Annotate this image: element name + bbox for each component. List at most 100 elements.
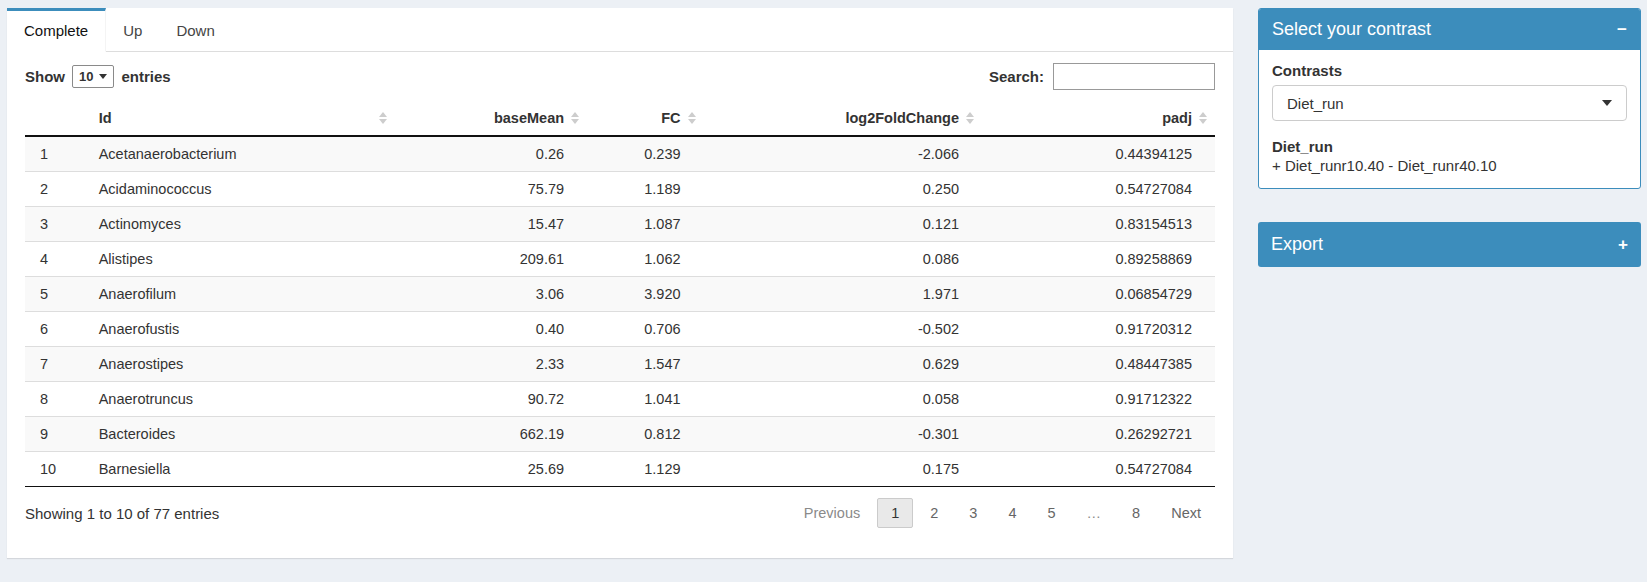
pagination: Previous12345…8Next <box>787 498 1215 528</box>
basemean-cell: 25.69 <box>395 452 587 487</box>
tab-bar: CompleteUpDown <box>7 8 1233 52</box>
basemean-cell: 2.33 <box>395 347 587 382</box>
padj-cell: 0.44394125 <box>982 136 1215 172</box>
export-panel: Export + <box>1258 222 1641 267</box>
column-header-FC[interactable]: FC <box>587 102 703 136</box>
log2foldchange-cell: -2.066 <box>704 136 983 172</box>
log2foldchange-cell: 1.971 <box>704 277 983 312</box>
table-row: 7Anaerostipes2.331.5470.6290.48447385 <box>25 347 1215 382</box>
pagination-button-5[interactable]: 5 <box>1034 498 1070 528</box>
table-row: 1Acetanaerobacterium0.260.239-2.0660.443… <box>25 136 1215 172</box>
contrast-panel-body: Contrasts Diet_run Diet_run + Diet_runr1… <box>1259 50 1640 188</box>
fc-cell: 0.706 <box>587 312 703 347</box>
basemean-cell: 3.06 <box>395 277 587 312</box>
log2foldchange-cell: 0.058 <box>704 382 983 417</box>
select-caret-icon <box>1602 100 1612 106</box>
fc-cell: 0.239 <box>587 136 703 172</box>
row-index-cell: 5 <box>25 277 81 312</box>
padj-cell: 0.89258869 <box>982 242 1215 277</box>
pagination-button-4[interactable]: 4 <box>994 498 1030 528</box>
table-row: 9Bacteroides662.190.812-0.3010.26292721 <box>25 417 1215 452</box>
basemean-cell: 15.47 <box>395 207 587 242</box>
row-index-cell: 2 <box>25 172 81 207</box>
padj-cell: 0.48447385 <box>982 347 1215 382</box>
table-footer: Showing 1 to 10 of 77 entries Previous12… <box>25 487 1215 538</box>
basemean-cell: 75.79 <box>395 172 587 207</box>
column-header-baseMean[interactable]: baseMean <box>395 102 587 136</box>
id-cell: Acetanaerobacterium <box>81 136 395 172</box>
table-row: 2Acidaminococcus75.791.1890.2500.5472708… <box>25 172 1215 207</box>
table-controls: Show 10 entries Search: <box>25 63 1215 90</box>
column-header-log2FoldChange[interactable]: log2FoldChange <box>704 102 983 136</box>
log2foldchange-cell: -0.301 <box>704 417 983 452</box>
padj-cell: 0.54727084 <box>982 452 1215 487</box>
contrasts-select[interactable]: Diet_run <box>1272 85 1627 121</box>
id-cell: Bacteroides <box>81 417 395 452</box>
padj-cell: 0.91712322 <box>982 382 1215 417</box>
length-select[interactable]: 10 <box>72 65 114 88</box>
id-cell: Barnesiella <box>81 452 395 487</box>
search-label: Search: <box>989 68 1044 85</box>
fc-cell: 3.920 <box>587 277 703 312</box>
fc-cell: 1.189 <box>587 172 703 207</box>
column-header-padj[interactable]: padj <box>982 102 1215 136</box>
pagination-button-next[interactable]: Next <box>1157 498 1215 528</box>
contrasts-select-value: Diet_run <box>1287 95 1344 112</box>
table-row: 5Anaerofilum3.063.9201.9710.06854729 <box>25 277 1215 312</box>
search-control: Search: <box>989 63 1215 90</box>
basemean-cell: 90.72 <box>395 382 587 417</box>
id-cell: Anaerofustis <box>81 312 395 347</box>
sort-icon <box>571 112 579 124</box>
column-header-Id[interactable]: Id <box>81 102 395 136</box>
results-table: Id baseMean FClog2FoldChange padj 1Acetanae… <box>25 102 1215 487</box>
row-index-cell: 3 <box>25 207 81 242</box>
padj-cell: 0.91720312 <box>982 312 1215 347</box>
expand-plus-icon[interactable]: + <box>1618 236 1628 253</box>
table-row: 10Barnesiella25.691.1290.1750.54727084 <box>25 452 1215 487</box>
results-info: Showing 1 to 10 of 77 entries <box>25 505 219 522</box>
padj-cell: 0.83154513 <box>982 207 1215 242</box>
id-cell: Anaerofilum <box>81 277 395 312</box>
row-index-cell: 7 <box>25 347 81 382</box>
contrast-panel-header: Select your contrast − <box>1259 9 1640 50</box>
pagination-button-2[interactable]: 2 <box>916 498 952 528</box>
basemean-cell: 0.40 <box>395 312 587 347</box>
basemean-cell: 209.61 <box>395 242 587 277</box>
table-row: 6Anaerofustis0.400.706-0.5020.91720312 <box>25 312 1215 347</box>
tab-complete[interactable]: Complete <box>7 8 106 52</box>
sort-icon <box>379 112 387 124</box>
table-head: Id baseMean FClog2FoldChange padj <box>25 102 1215 136</box>
log2foldchange-cell: 0.175 <box>704 452 983 487</box>
pagination-button-previous[interactable]: Previous <box>790 498 874 528</box>
search-input[interactable] <box>1053 63 1215 90</box>
fc-cell: 0.812 <box>587 417 703 452</box>
fc-cell: 1.087 <box>587 207 703 242</box>
sort-icon <box>966 112 974 124</box>
id-cell: Anaerotruncus <box>81 382 395 417</box>
fc-cell: 1.041 <box>587 382 703 417</box>
show-label: Show <box>25 68 65 85</box>
column-label: baseMean <box>494 110 564 126</box>
log2foldchange-cell: 0.121 <box>704 207 983 242</box>
fc-cell: 1.129 <box>587 452 703 487</box>
tab-up[interactable]: Up <box>106 8 159 51</box>
log2foldchange-cell: 0.086 <box>704 242 983 277</box>
pagination-button-8[interactable]: 8 <box>1118 498 1154 528</box>
length-control: Show 10 entries <box>25 65 171 88</box>
column-label: padj <box>1162 110 1192 126</box>
table-row: 3Actinomyces15.471.0870.1210.83154513 <box>25 207 1215 242</box>
page: CompleteUpDown Show 10 entries Search: <box>0 0 1647 582</box>
log2foldchange-cell: 0.629 <box>704 347 983 382</box>
pagination-button-3[interactable]: 3 <box>955 498 991 528</box>
pagination-button-…[interactable]: … <box>1073 498 1116 528</box>
table-body: 1Acetanaerobacterium0.260.239-2.0660.443… <box>25 136 1215 487</box>
table-row: 4Alistipes209.611.0620.0860.89258869 <box>25 242 1215 277</box>
tab-down[interactable]: Down <box>159 8 231 51</box>
contrast-panel: Select your contrast − Contrasts Diet_ru… <box>1258 8 1641 189</box>
fc-cell: 1.547 <box>587 347 703 382</box>
pagination-button-1[interactable]: 1 <box>877 498 913 528</box>
table-container: Show 10 entries Search: Id baseMean FClog2… <box>7 52 1233 538</box>
column-header-index[interactable] <box>25 102 81 136</box>
collapse-minus-icon[interactable]: − <box>1617 21 1627 38</box>
contrast-name: Diet_run <box>1272 138 1627 155</box>
